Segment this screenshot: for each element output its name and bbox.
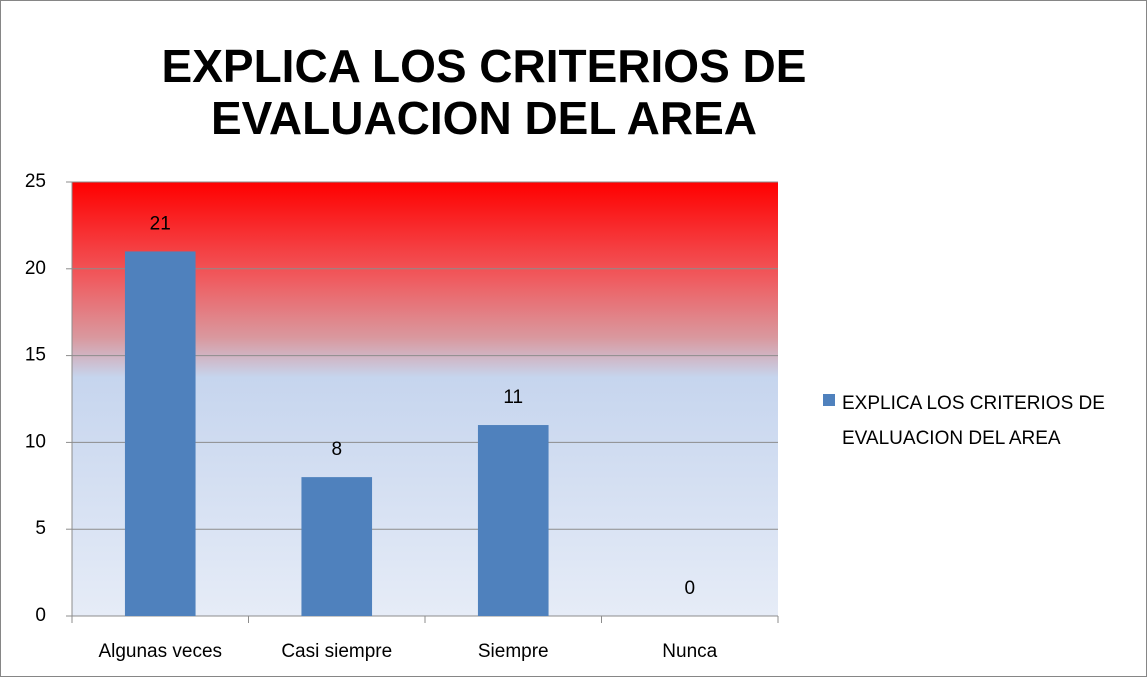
chart-title: EXPLICA LOS CRITERIOS DE EVALUACION DEL … (161, 40, 807, 144)
y-tick-label: 25 (25, 171, 46, 192)
x-tick-label: Algunas veces (98, 641, 222, 662)
y-tick-label: 15 (25, 345, 46, 366)
x-tick-label: Casi siempre (281, 641, 392, 662)
bar (477, 425, 549, 616)
x-tick-label: Nunca (662, 641, 717, 662)
y-tick-label: 0 (35, 605, 46, 626)
bar (301, 477, 373, 616)
data-label: 11 (503, 387, 523, 408)
data-label: 21 (150, 213, 171, 234)
y-tick-label: 5 (35, 518, 46, 539)
data-label: 8 (331, 439, 342, 460)
legend-label: EXPLICA LOS CRITERIOS DE EVALUACION DEL … (842, 393, 1105, 449)
x-tick-label: Siempre (478, 641, 549, 662)
data-label: 0 (684, 578, 695, 599)
y-tick-label: 10 (25, 431, 46, 452)
y-tick-label: 20 (25, 258, 46, 279)
legend-key (823, 394, 835, 406)
bar (124, 251, 196, 616)
